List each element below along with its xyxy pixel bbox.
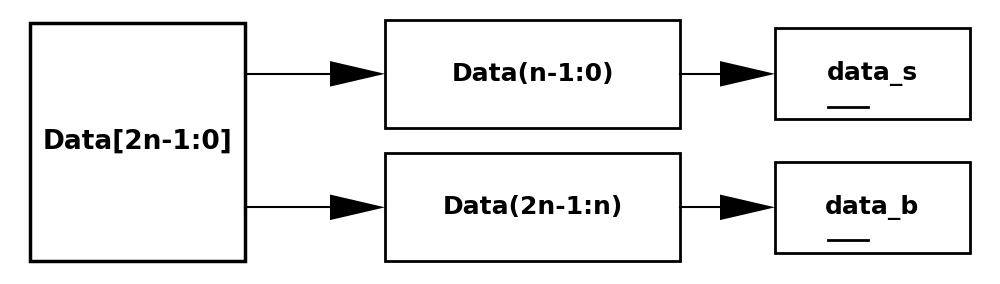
Text: data_s: data_s — [827, 61, 918, 86]
Text: data_b: data_b — [825, 195, 920, 220]
Bar — [30, 23, 245, 261]
Text: Data[2n-1:0]: Data[2n-1:0] — [43, 129, 232, 155]
Polygon shape — [720, 61, 775, 87]
Polygon shape — [330, 61, 385, 87]
Bar — [775, 28, 970, 119]
Polygon shape — [330, 195, 385, 220]
Bar — [385, 20, 680, 128]
Bar — [385, 153, 680, 261]
Bar — [775, 162, 970, 253]
Text: Data(2n-1:n): Data(2n-1:n) — [442, 195, 623, 219]
Polygon shape — [720, 195, 775, 220]
Text: Data(n-1:0): Data(n-1:0) — [451, 62, 614, 86]
